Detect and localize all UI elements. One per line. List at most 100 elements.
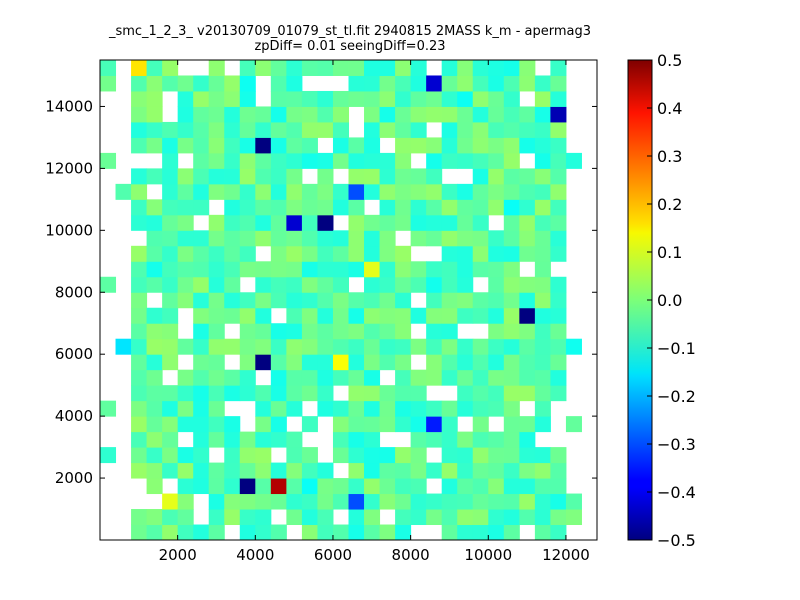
heatmap-cell — [457, 431, 474, 448]
heatmap-cell — [550, 137, 567, 154]
heatmap-cell — [301, 447, 318, 464]
heatmap-cell — [364, 354, 381, 371]
heatmap-cell — [348, 90, 365, 107]
heatmap-cell — [550, 168, 567, 185]
heatmap-cell — [317, 400, 334, 417]
heatmap-cell — [503, 447, 520, 464]
heatmap-cell — [457, 478, 474, 495]
heatmap-cell — [208, 183, 225, 200]
heatmap-cell — [255, 478, 272, 495]
heatmap-cell — [131, 137, 148, 154]
heatmap-cell — [519, 338, 536, 355]
heatmap-cell — [550, 292, 567, 309]
heatmap-cell — [519, 292, 536, 309]
heatmap-cell — [441, 307, 458, 324]
heatmap-cell — [131, 106, 148, 123]
heatmap-cell — [162, 230, 179, 247]
heatmap-cell — [441, 106, 458, 123]
heatmap-cell — [364, 214, 381, 231]
heatmap-cell — [348, 400, 365, 417]
heatmap-cell — [503, 292, 520, 309]
heatmap-cell — [317, 323, 334, 340]
heatmap-cell — [472, 90, 489, 107]
heatmap-cell — [301, 276, 318, 293]
heatmap-cell — [348, 524, 365, 540]
heatmap-cell — [177, 292, 194, 309]
heatmap-cell — [519, 106, 536, 123]
heatmap-cell — [255, 354, 272, 371]
heatmap-cell — [162, 245, 179, 262]
heatmap-cell — [286, 230, 303, 247]
heatmap-cell — [162, 493, 179, 510]
heatmap-cell — [224, 447, 241, 464]
heatmap-cell — [503, 199, 520, 216]
heatmap-cell — [146, 385, 163, 402]
heatmap-cell — [395, 369, 412, 386]
heatmap-cell — [255, 230, 272, 247]
heatmap-cell — [364, 121, 381, 138]
heatmap-cell — [534, 323, 551, 340]
heatmap-cell — [519, 75, 536, 92]
heatmap-cell — [472, 121, 489, 138]
heatmap-cell — [441, 183, 458, 200]
heatmap-cell — [395, 307, 412, 324]
heatmap-cell — [565, 338, 582, 355]
heatmap-cell — [131, 183, 148, 200]
heatmap-cell — [534, 261, 551, 278]
heatmap-cell — [208, 400, 225, 417]
heatmap-cell — [472, 168, 489, 185]
heatmap-cell — [441, 214, 458, 231]
heatmap-cell — [193, 90, 210, 107]
heatmap-cell — [441, 230, 458, 247]
heatmap-cell — [534, 416, 551, 433]
heatmap-cell — [503, 354, 520, 371]
heatmap-cell — [472, 509, 489, 526]
heatmap-cell — [519, 60, 536, 76]
colorbar-tick-label: −0.2 — [657, 387, 696, 406]
heatmap-cell — [332, 354, 349, 371]
heatmap-cell — [301, 323, 318, 340]
heatmap-cell — [410, 276, 427, 293]
heatmap-cell — [286, 90, 303, 107]
heatmap-cell — [193, 369, 210, 386]
heatmap-cell — [410, 478, 427, 495]
heatmap-cell — [488, 509, 505, 526]
heatmap-cell — [550, 106, 567, 123]
heatmap-cell — [348, 60, 365, 76]
heatmap-cell — [348, 431, 365, 448]
heatmap-cell — [519, 199, 536, 216]
heatmap-cell — [534, 478, 551, 495]
heatmap-cell — [472, 152, 489, 169]
y-tick-label: 2000 — [55, 469, 93, 487]
heatmap-cell — [270, 400, 287, 417]
heatmap-cell — [177, 90, 194, 107]
heatmap-cell — [208, 261, 225, 278]
heatmap-cell — [224, 245, 241, 262]
heatmap-cell — [146, 168, 163, 185]
heatmap-cell — [177, 183, 194, 200]
heatmap-cell — [395, 137, 412, 154]
heatmap-cell — [441, 323, 458, 340]
heatmap-cell — [270, 121, 287, 138]
heatmap-cell — [146, 121, 163, 138]
heatmap-cell — [332, 106, 349, 123]
heatmap-cell — [457, 261, 474, 278]
heatmap-cell — [270, 369, 287, 386]
colorbar-tick-label: 0.3 — [657, 147, 682, 166]
heatmap-cell — [255, 292, 272, 309]
heatmap-cell — [503, 509, 520, 526]
heatmap-cell — [100, 75, 117, 92]
heatmap-cell — [364, 478, 381, 495]
heatmap-cell — [472, 400, 489, 417]
heatmap-cell — [193, 354, 210, 371]
heatmap-cell — [534, 400, 551, 417]
heatmap-cell — [332, 524, 349, 540]
heatmap-cell — [379, 168, 396, 185]
heatmap-cell — [224, 431, 241, 448]
heatmap-cell — [162, 60, 179, 76]
heatmap-cell — [317, 369, 334, 386]
heatmap-cell — [270, 230, 287, 247]
heatmap-cell — [100, 60, 117, 76]
heatmap-cell — [364, 323, 381, 340]
